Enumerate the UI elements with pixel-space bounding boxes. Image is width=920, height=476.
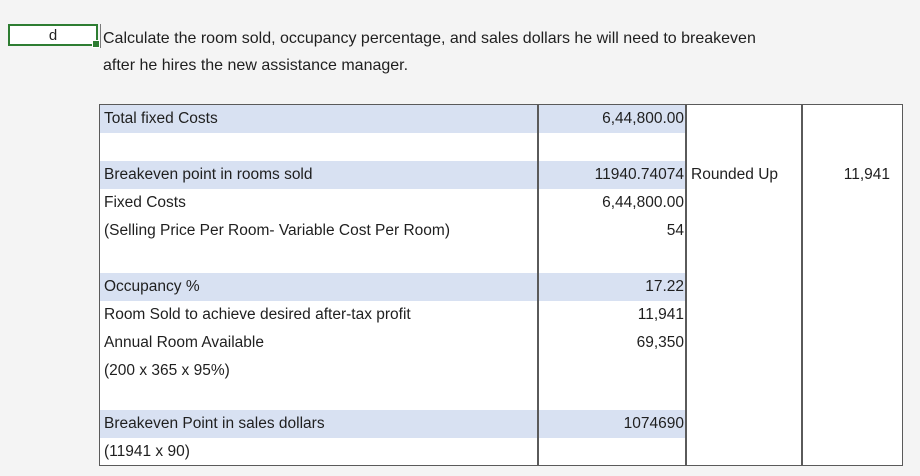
row-band: [100, 105, 537, 133]
column-divider-3: [801, 105, 803, 465]
rounded-up-value: 11,941: [843, 166, 890, 183]
row-band: [539, 273, 685, 301]
table-row[interactable]: Total fixed Costs 6,44,800.00: [100, 105, 902, 133]
total-fixed-costs-value: 6,44,800.00: [602, 110, 684, 127]
table-row[interactable]: Breakeven Point in sales dollars 1074690: [100, 410, 902, 438]
rooms-sold-value: 11,941: [637, 306, 684, 323]
question-line-2: after he hires the new assistance manage…: [103, 57, 409, 74]
row-band: [100, 273, 537, 301]
column-divider-1: [537, 105, 539, 465]
row-band: [100, 410, 537, 438]
annual-formula-label: (200 x 365 x 95%): [104, 362, 230, 379]
annual-rooms-label: Annual Room Available: [104, 334, 264, 351]
breakeven-table: Total fixed Costs 6,44,800.00 Breakeven …: [99, 104, 903, 466]
column-divider-2: [685, 105, 687, 465]
breakeven-sales-value: 1074690: [623, 415, 684, 432]
breakeven-rooms-value: 11940.74074: [594, 166, 684, 183]
total-fixed-costs-label: Total fixed Costs: [104, 110, 218, 127]
question-text[interactable]: Calculate the room sold, occupancy perce…: [103, 25, 903, 79]
fixed-costs-label: Fixed Costs: [104, 194, 186, 211]
table-row[interactable]: (11941 x 90): [100, 438, 902, 466]
row-band: [539, 410, 685, 438]
table-row[interactable]: Occupancy % 17.22: [100, 273, 902, 301]
breakeven-rooms-label: Breakeven point in rooms sold: [104, 166, 313, 183]
sales-formula-label: (11941 x 90): [104, 443, 190, 460]
rounded-up-label: Rounded Up: [691, 166, 779, 183]
question-line-1: Calculate the room sold, occupancy perce…: [103, 30, 756, 47]
annual-rooms-value: 69,350: [636, 334, 684, 351]
table-row[interactable]: (Selling Price Per Room- Variable Cost P…: [100, 217, 902, 245]
breakeven-sales-label: Breakeven Point in sales dollars: [104, 415, 325, 432]
selected-cell[interactable]: d: [8, 24, 100, 48]
contribution-value: 54: [666, 222, 684, 239]
table-row[interactable]: Room Sold to achieve desired after-tax p…: [100, 301, 902, 329]
table-row[interactable]: Breakeven point in rooms sold 11940.7407…: [100, 161, 902, 189]
table-row[interactable]: Annual Room Available 69,350: [100, 329, 902, 357]
table-row[interactable]: Fixed Costs 6,44,800.00: [100, 189, 902, 217]
fixed-costs-value: 6,44,800.00: [602, 194, 684, 211]
row-band: [100, 161, 537, 189]
cell-border: [100, 24, 101, 48]
table-row[interactable]: (200 x 365 x 95%): [100, 357, 902, 385]
fill-handle[interactable]: [92, 40, 100, 48]
rooms-sold-label: Room Sold to achieve desired after-tax p…: [104, 306, 411, 323]
occupancy-value: 17.22: [645, 278, 684, 295]
row-band: [539, 105, 685, 133]
row-band: [539, 161, 685, 189]
cell-marker: d: [48, 26, 58, 44]
occupancy-label: Occupancy %: [104, 278, 200, 295]
contribution-label: (Selling Price Per Room- Variable Cost P…: [104, 222, 450, 239]
